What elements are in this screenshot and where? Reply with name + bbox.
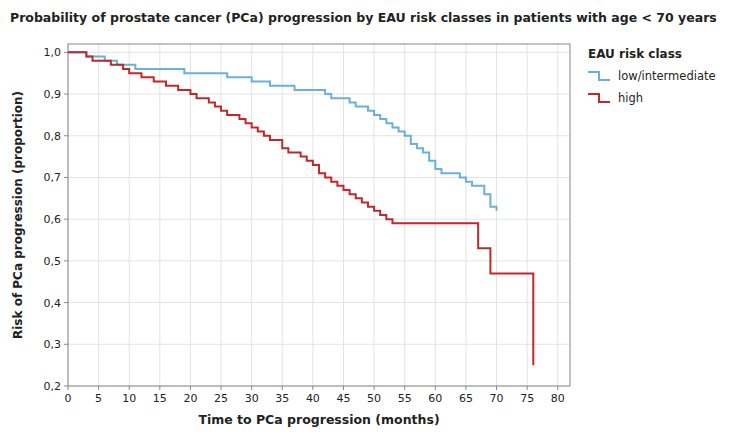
chart: Probability of prostate cancer (PCa) pro… bbox=[0, 0, 755, 446]
y-tick bbox=[64, 386, 68, 387]
legend-swatch bbox=[588, 72, 610, 80]
x-tick-label: 5 bbox=[95, 392, 102, 405]
y-tick-label: 0,3 bbox=[44, 338, 62, 351]
x-tick-label: 10 bbox=[122, 392, 136, 405]
x-tick bbox=[374, 386, 375, 390]
grid-line bbox=[435, 44, 436, 386]
y-tick bbox=[64, 260, 68, 261]
y-tick bbox=[64, 135, 68, 136]
x-tick bbox=[312, 386, 313, 390]
y-tick-label: 0,7 bbox=[44, 171, 62, 184]
step-line bbox=[68, 52, 497, 210]
legend-entry: low/intermediate bbox=[618, 69, 716, 83]
grid-line bbox=[68, 219, 570, 220]
x-tick bbox=[527, 386, 528, 390]
y-tick bbox=[64, 219, 68, 220]
y-tick bbox=[64, 344, 68, 345]
x-tick-label: 15 bbox=[153, 392, 167, 405]
y-tick-label: 0,9 bbox=[44, 88, 62, 101]
series-group bbox=[68, 52, 533, 365]
grid-line bbox=[159, 44, 160, 386]
x-tick bbox=[159, 386, 160, 390]
grid-line bbox=[282, 44, 283, 386]
x-tick-label: 40 bbox=[306, 392, 320, 405]
x-tick bbox=[98, 386, 99, 390]
x-tick-label: 70 bbox=[490, 392, 504, 405]
grid-line bbox=[465, 44, 466, 386]
legend-swatch bbox=[588, 94, 610, 102]
x-tick-label: 80 bbox=[551, 392, 565, 405]
grid-line bbox=[251, 44, 252, 386]
x-tick-label: 65 bbox=[459, 392, 473, 405]
grid-line bbox=[343, 44, 344, 386]
y-tick bbox=[64, 52, 68, 53]
x-tick-label: 55 bbox=[398, 392, 412, 405]
plot-frame bbox=[68, 44, 570, 386]
grid-line bbox=[129, 44, 130, 386]
grid-line bbox=[312, 44, 313, 386]
y-tick bbox=[64, 177, 68, 178]
x-tick bbox=[282, 386, 283, 390]
legend: EAU risk class low/intermediate high bbox=[588, 47, 716, 105]
grid-line bbox=[527, 44, 528, 386]
x-tick bbox=[129, 386, 130, 390]
x-axis-label: Time to PCa progression (months) bbox=[198, 412, 439, 427]
y-tick-label: 0,6 bbox=[44, 213, 62, 226]
y-tick-label: 0,4 bbox=[44, 297, 62, 310]
grid-line bbox=[68, 94, 570, 95]
x-tick bbox=[435, 386, 436, 390]
y-tick-label: 0,5 bbox=[44, 255, 62, 268]
title: Probability of prostate cancer (PCa) pro… bbox=[10, 10, 717, 25]
grid-line bbox=[496, 44, 497, 386]
x-tick-label: 60 bbox=[428, 392, 442, 405]
y-axis-label: Risk of PCa progression (proportion) bbox=[11, 91, 25, 339]
x-tick bbox=[68, 386, 69, 390]
grid-line bbox=[68, 302, 570, 303]
grid-line bbox=[557, 44, 558, 386]
grid-line bbox=[374, 44, 375, 386]
grid bbox=[68, 44, 570, 386]
grid-line bbox=[68, 135, 570, 136]
legend-entry: high bbox=[618, 91, 643, 105]
grid-line bbox=[98, 44, 99, 386]
grid-line bbox=[404, 44, 405, 386]
x-tick bbox=[496, 386, 497, 390]
x-tick-label: 50 bbox=[367, 392, 381, 405]
x-tick bbox=[221, 386, 222, 390]
x-tick bbox=[251, 386, 252, 390]
x-tick-label: 25 bbox=[214, 392, 228, 405]
x-tick bbox=[404, 386, 405, 390]
grid-line bbox=[190, 44, 191, 386]
legend-title: EAU risk class bbox=[588, 47, 682, 61]
axes: 0 5 10 15 20 25 30 35 40 45 50 55 60 65 70 75 80 0,2 0,3 0,… bbox=[44, 46, 565, 405]
y-tick-label: 0,8 bbox=[44, 130, 62, 143]
x-tick-label: 75 bbox=[520, 392, 534, 405]
x-tick bbox=[465, 386, 466, 390]
grid-line bbox=[68, 52, 570, 53]
x-tick-label: 45 bbox=[336, 392, 350, 405]
y-tick bbox=[64, 302, 68, 303]
x-tick bbox=[557, 386, 558, 390]
y-tick-label: 1,0 bbox=[44, 46, 62, 59]
grid-line bbox=[68, 344, 570, 345]
y-tick-label: 0,2 bbox=[44, 380, 62, 393]
x-tick-label: 35 bbox=[275, 392, 289, 405]
x-tick-label: 30 bbox=[245, 392, 259, 405]
y-tick bbox=[64, 94, 68, 95]
x-tick-label: 20 bbox=[183, 392, 197, 405]
x-tick-label: 0 bbox=[65, 392, 72, 405]
grid-line bbox=[221, 44, 222, 386]
step-line bbox=[68, 52, 533, 365]
x-tick bbox=[190, 386, 191, 390]
grid-line bbox=[68, 260, 570, 261]
grid-line bbox=[68, 177, 570, 178]
x-tick bbox=[343, 386, 344, 390]
